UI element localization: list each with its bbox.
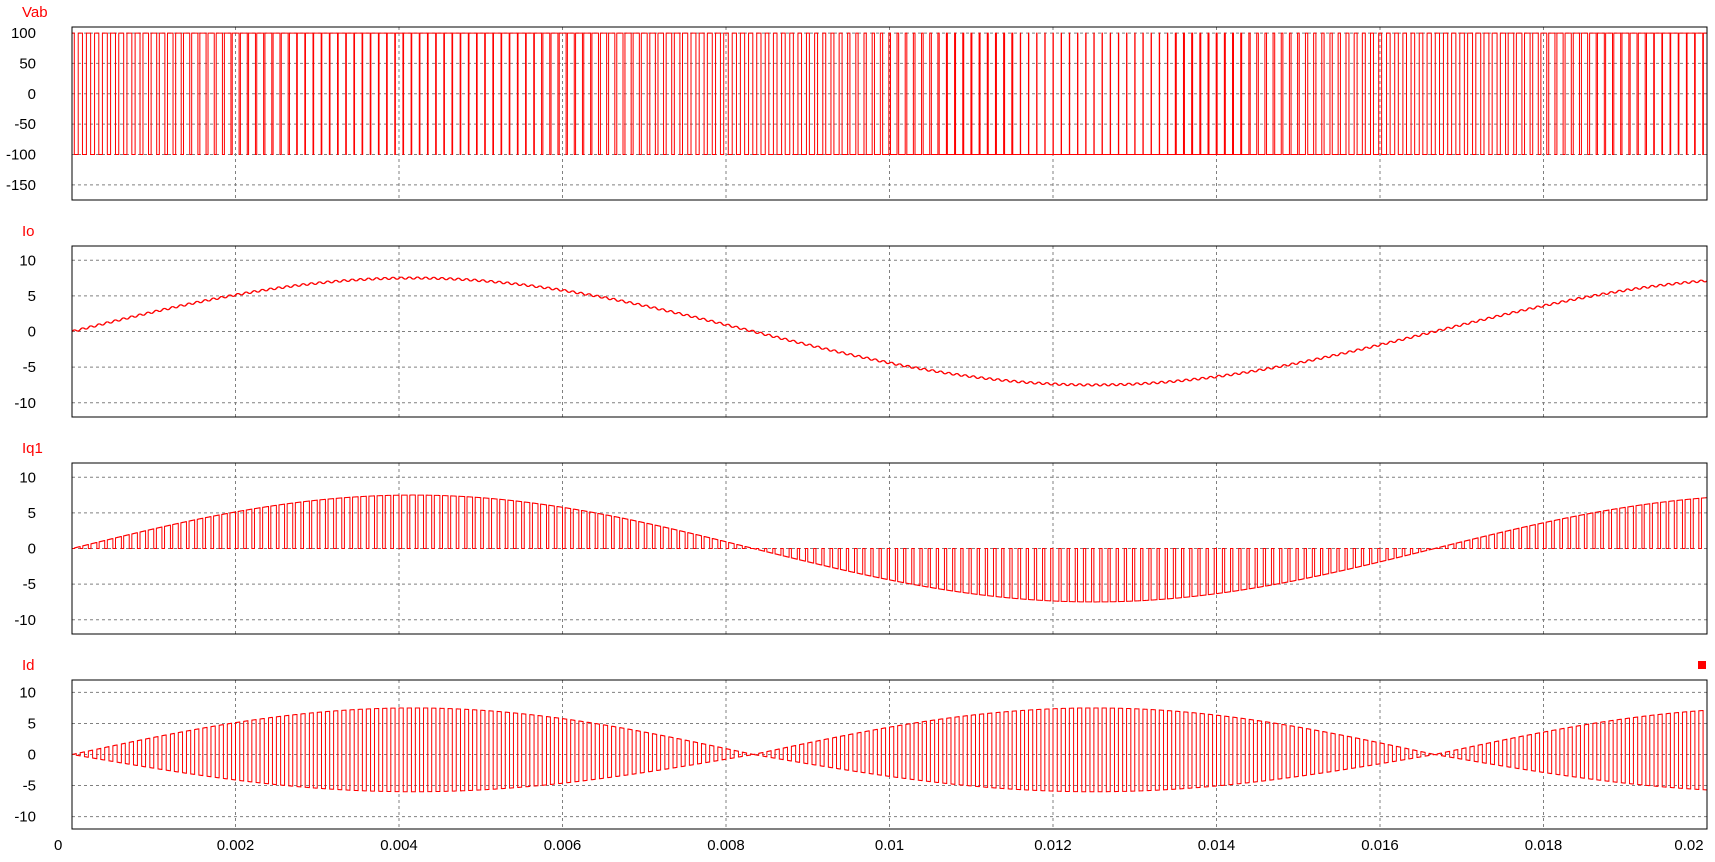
x-tick-label: 0.006 (544, 837, 582, 854)
waveform-trace (71, 707, 1708, 793)
plot-frame (71, 679, 1708, 830)
panel-title: Id (22, 657, 35, 674)
y-tick-label: -10 (14, 809, 36, 826)
y-tick-label: 0 (28, 541, 36, 558)
x-tick-label: 0.016 (1361, 837, 1399, 854)
plot-frame (71, 26, 1708, 201)
waveform-trace (72, 494, 1708, 603)
y-tick-label: 100 (11, 25, 36, 42)
y-tick-label: 5 (28, 505, 36, 522)
x-tick-label: 0.002 (217, 837, 255, 854)
y-tick-label: 10 (19, 252, 36, 269)
x-axis: 0 0.002 0.004 0.006 0.008 0.01 0.012 0.014 0.016… (54, 837, 1704, 854)
waveform-trace (72, 32, 1707, 155)
y-tick-label: -10 (14, 395, 36, 412)
waveform-trace (71, 276, 1708, 387)
panel-io: Io 10 5 0 -5 -10 (14, 223, 1708, 418)
panel-id: Id 10 5 0 -5 -10 (14, 657, 1708, 830)
y-tick-label: -100 (6, 146, 36, 163)
cursor-marker-icon (1698, 661, 1706, 669)
plot-frame (71, 245, 1708, 418)
y-tick-label: 50 (19, 55, 36, 72)
x-tick-label: 0.02 (1674, 837, 1703, 854)
x-tick-label: 0.01 (875, 837, 904, 854)
y-tick-label: 10 (19, 469, 36, 486)
x-tick-label: 0.018 (1525, 837, 1563, 854)
x-tick-label: 0.004 (380, 837, 418, 854)
x-tick-label: 0.012 (1034, 837, 1072, 854)
x-tick-label: 0.014 (1198, 837, 1236, 854)
x-tick-label: 0 (54, 837, 62, 854)
panel-title: Io (22, 223, 35, 240)
plot-frame (71, 462, 1708, 635)
panel-vab: Vab 100 50 0 -50 -100 -150 (6, 4, 1708, 201)
x-tick-label: 0.008 (707, 837, 745, 854)
y-tick-label: 0 (28, 747, 36, 764)
y-tick-label: -5 (23, 576, 36, 593)
y-tick-label: -5 (23, 359, 36, 376)
y-tick-label: -10 (14, 612, 36, 629)
y-tick-label: 0 (28, 86, 36, 103)
y-tick-label: -50 (14, 116, 36, 133)
panel-title: Iq1 (22, 440, 43, 457)
panel-title: Vab (22, 4, 48, 21)
y-tick-label: 0 (28, 324, 36, 341)
panel-iq1: Iq1 10 5 0 -5 -10 (14, 440, 1708, 635)
y-tick-label: 5 (28, 715, 36, 732)
y-tick-label: 10 (19, 684, 36, 701)
y-tick-label: -5 (23, 778, 36, 795)
y-tick-label: -150 (6, 177, 36, 194)
y-tick-label: 5 (28, 288, 36, 305)
